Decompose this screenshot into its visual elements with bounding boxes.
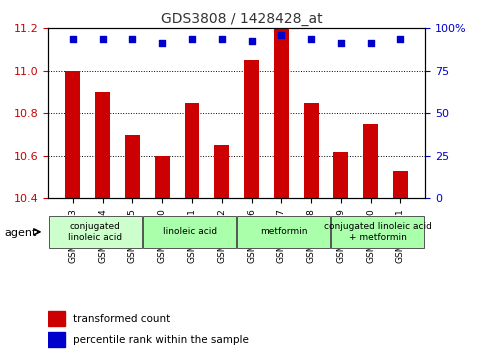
Bar: [331, 216, 425, 248]
Point: [158, 40, 166, 46]
Bar: [125, 135, 140, 198]
Point: [337, 40, 345, 46]
Bar: [185, 103, 199, 198]
Bar: [244, 60, 259, 198]
Bar: [304, 103, 319, 198]
Text: percentile rank within the sample: percentile rank within the sample: [73, 335, 249, 345]
Bar: [274, 28, 289, 198]
Bar: [393, 171, 408, 198]
Text: GDS3808 / 1428428_at: GDS3808 / 1428428_at: [161, 12, 322, 27]
Bar: [363, 124, 378, 198]
Text: transformed count: transformed count: [73, 314, 170, 324]
Bar: [65, 71, 80, 198]
Bar: [48, 332, 65, 347]
Point: [128, 36, 136, 42]
Text: linoleic acid: linoleic acid: [162, 227, 217, 236]
Point: [277, 32, 285, 38]
Bar: [49, 216, 142, 248]
Point: [188, 36, 196, 42]
Text: conjugated linoleic acid
+ metformin: conjugated linoleic acid + metformin: [324, 222, 432, 241]
Point: [99, 36, 107, 42]
Point: [397, 36, 404, 42]
Point: [248, 38, 256, 44]
Bar: [155, 156, 170, 198]
Point: [307, 36, 315, 42]
Text: conjugated
linoleic acid: conjugated linoleic acid: [68, 222, 123, 241]
Point: [218, 36, 226, 42]
Bar: [214, 145, 229, 198]
Point: [69, 36, 77, 42]
Bar: [48, 311, 65, 326]
Bar: [143, 216, 236, 248]
Text: metformin: metformin: [260, 227, 308, 236]
Bar: [95, 92, 110, 198]
Text: agent: agent: [5, 228, 37, 238]
Point: [367, 40, 374, 46]
Bar: [333, 152, 348, 198]
Bar: [237, 216, 330, 248]
